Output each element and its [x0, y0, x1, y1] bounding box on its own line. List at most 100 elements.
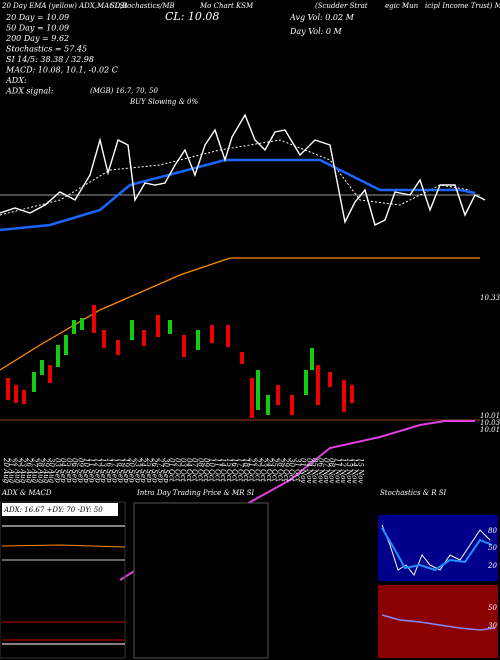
- date-label: 20 Sep: [128, 457, 136, 483]
- stoch-line: [381, 524, 491, 576]
- price-label: 10.03: [480, 419, 500, 427]
- date-label: 08 Oct: [196, 458, 204, 482]
- date-label: 06 Sep: [71, 458, 79, 483]
- date-label: 04 Sep: [59, 458, 67, 483]
- date-label: 25 Sep: [145, 457, 153, 483]
- date-label: 30 Oct: [288, 458, 296, 482]
- level: 30: [488, 622, 497, 630]
- date-label: 07 Nov: [322, 458, 330, 483]
- date-label: 05 Sep: [65, 458, 73, 483]
- stat: 20 Day = 10.09: [5, 13, 69, 22]
- stat: 200 Day = 9.62: [5, 34, 69, 43]
- date-label: 18 Oct: [242, 458, 250, 482]
- date-label: 16 Oct: [231, 458, 239, 482]
- date-label: 21 Aug: [8, 457, 16, 484]
- date-label: 13 Sep: [99, 458, 107, 483]
- date-label: 22 Aug: [13, 457, 21, 484]
- signal: BUY Slowing & 0%: [129, 98, 198, 106]
- intraday-panel: [133, 502, 269, 659]
- top-row: Mo Chart KSM: [199, 2, 254, 10]
- adx-line: [1, 544, 126, 548]
- date-label: 03 Sep: [53, 458, 61, 483]
- date-label: 28 Oct: [276, 457, 284, 482]
- date-label: 13 Nov: [345, 458, 353, 483]
- date-label: 24 Oct: [265, 457, 273, 482]
- date-label: 11 Sep: [88, 458, 96, 483]
- date-label: 18 Sep: [116, 458, 124, 483]
- adx-panel: [0, 501, 126, 659]
- date-label: 16 Sep: [105, 458, 113, 483]
- ma-50: [0, 139, 471, 216]
- date-label: 20 Aug: [2, 457, 10, 484]
- adx-values: (MGB) 16.7, 70, 50: [90, 87, 158, 95]
- stat: MACD: 10.08, 10.1, -0.02 C: [5, 66, 118, 75]
- stat: SI 14/5: 38.38 / 32.98: [6, 55, 94, 64]
- date-label: 30 Aug: [48, 458, 56, 484]
- date-label: 08 Nov: [328, 458, 336, 483]
- date-label: 03 Oct: [179, 458, 187, 482]
- stat: Stochastics = 57.45: [6, 45, 87, 54]
- date-label: 11 Oct: [213, 458, 221, 482]
- date-label: 30 Sep: [162, 458, 170, 483]
- top-row: (Scudder Strat: [315, 2, 368, 10]
- level: 20: [487, 562, 497, 570]
- price-label: 10.01: [480, 426, 500, 434]
- date-label: 24 Sep: [139, 457, 147, 483]
- date-label: 04 Nov: [305, 458, 313, 483]
- date-label: 10 Sep: [82, 458, 90, 483]
- date-label: 25 Oct: [271, 457, 279, 482]
- date-label: 17 Sep: [111, 458, 119, 483]
- close-price: CL: 10.08: [165, 10, 219, 23]
- ma-20: [0, 158, 476, 232]
- adx-label-box: [2, 503, 118, 516]
- date-label: 28 Aug: [36, 457, 44, 484]
- date-label: 14 Oct: [219, 458, 227, 482]
- adx-label: ADX: 16.67 +DY: 70 -DY: 50: [3, 506, 103, 514]
- date-label: 27 Sep: [156, 457, 164, 483]
- top-row: icipl Income Trust) M: [425, 2, 500, 10]
- top-row: SLStochastics/MB: [110, 2, 175, 10]
- date-label: 29 Oct: [282, 457, 290, 482]
- date-label: 09 Sep: [76, 458, 84, 483]
- date-label: 12 Sep: [93, 458, 101, 483]
- stat: ADX:: [5, 76, 27, 85]
- date-label: 23 Aug: [19, 457, 27, 484]
- panel-title: Stochastics & R SI: [380, 489, 447, 497]
- date-label: 11 Nov: [333, 458, 341, 483]
- date-label: 21 Oct: [248, 457, 256, 482]
- date-label: 12 Nov: [339, 458, 347, 483]
- level: 50: [488, 604, 497, 612]
- top-row: 20 Day EMA (yellow) ADX,MACD,B: [1, 2, 127, 10]
- level: 50: [488, 544, 497, 552]
- date-label: 06 Nov: [316, 458, 324, 483]
- date-label: 01 Nov: [299, 458, 307, 483]
- date-label: 09 Oct: [202, 458, 210, 482]
- date-label: 10 Oct: [208, 458, 216, 482]
- price-label: 10.33: [480, 294, 500, 302]
- date-label: 22 Oct: [253, 457, 261, 482]
- avg-volume: Avg Vol: 0.02 M: [289, 13, 355, 22]
- candles: [6, 305, 354, 418]
- date-label: 15 Nov: [356, 458, 364, 483]
- rsi-panel: [378, 585, 498, 658]
- date-label: 01 Oct: [168, 458, 176, 482]
- date-label: 14 Nov: [351, 458, 359, 483]
- rsi-line: [381, 614, 496, 631]
- date-label: 26 Aug: [25, 457, 33, 484]
- stoch-panel: [378, 515, 498, 581]
- date-label: 19 Sep: [122, 458, 130, 483]
- stat: 50 Day = 10.09: [6, 24, 69, 33]
- panel-title: Intra Day Trading Price & MR SI: [136, 489, 254, 497]
- ma-200: [0, 257, 480, 371]
- date-label: 04 Oct: [185, 458, 193, 482]
- price-label: 10.01: [480, 412, 500, 420]
- day-volume: Day Vol: 0 M: [289, 27, 343, 36]
- date-label: 07 Oct: [191, 458, 199, 482]
- date-label: 02 Oct: [173, 458, 181, 482]
- stat: ADX signal:: [5, 87, 54, 96]
- stoch-line: [381, 527, 493, 572]
- date-label: 05 Nov: [311, 458, 319, 483]
- top-row: egic Mun: [385, 2, 419, 10]
- date-label: 29 Aug: [42, 457, 50, 484]
